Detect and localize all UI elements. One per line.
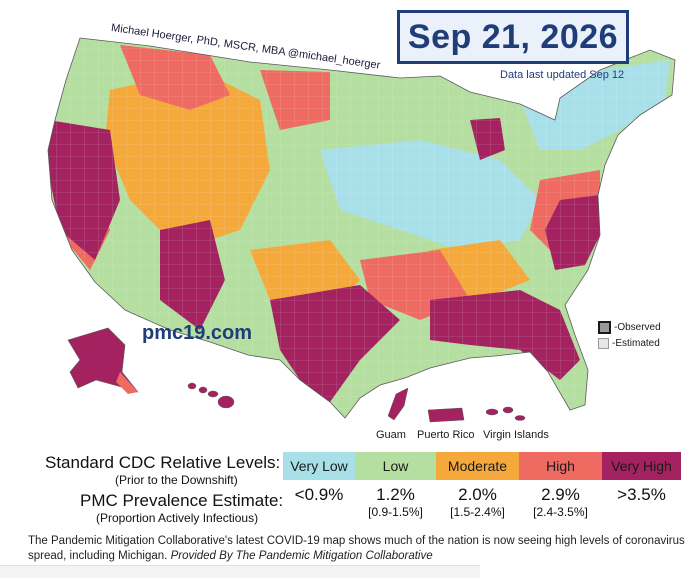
observed-swatch xyxy=(598,320,611,334)
level-very-low: Very Low xyxy=(283,452,355,480)
estimate-value: <0.9% xyxy=(294,485,344,504)
estimate-range: [2.4-3.5%] xyxy=(533,505,588,519)
estimate-value: 2.9% xyxy=(541,485,580,504)
estimate-value: 2.0% xyxy=(458,485,497,504)
pmc-estimate-title: PMC Prevalence Estimate: xyxy=(80,491,284,510)
horizontal-scrollbar[interactable] xyxy=(0,565,480,578)
us-outline xyxy=(47,37,676,419)
estimate-moderate: 2.0% [1.5-2.4%] xyxy=(436,485,519,521)
observed-estimated-legend: -Observed -Estimated xyxy=(598,319,661,351)
estimate-low: 1.2% [0.9-1.5%] xyxy=(355,485,436,521)
estimate-very-high: >3.5% xyxy=(602,485,681,521)
map-date: Sep 21, 2026 xyxy=(397,10,629,64)
puerto-rico-label: Puerto Rico xyxy=(417,429,475,441)
puerto-rico xyxy=(427,407,465,423)
estimated-swatch xyxy=(598,337,609,349)
virgin-islands xyxy=(485,406,526,421)
guam xyxy=(387,387,409,421)
caption-text: The Pandemic Mitigation Collaborative's … xyxy=(28,535,685,562)
contiguous-us xyxy=(48,38,675,418)
pmc-estimate-subtitle: (Proportion Actively Infectious) xyxy=(96,511,259,525)
estimate-value: 1.2% xyxy=(376,485,415,504)
level-high: High xyxy=(519,452,602,480)
estimate-value: >3.5% xyxy=(617,485,666,504)
us-county-map xyxy=(47,37,676,423)
prevalence-estimates: <0.9% 1.2% [0.9-1.5%] 2.0% [1.5-2.4%] 2.… xyxy=(283,485,681,521)
cdc-levels-subtitle: (Prior to the Downshift) xyxy=(115,473,238,487)
observed-label: -Observed xyxy=(614,321,661,333)
guam-label: Guam xyxy=(376,429,406,441)
caption-credit: Provided By The Pandemic Mitigation Coll… xyxy=(170,550,433,562)
virgin-islands-label: Virgin Islands xyxy=(483,429,549,441)
estimated-label: -Estimated xyxy=(612,337,660,349)
level-low: Low xyxy=(355,452,436,480)
estimate-high: 2.9% [2.4-3.5%] xyxy=(519,485,602,521)
estimated-legend-row: -Estimated xyxy=(598,335,661,351)
level-moderate: Moderate xyxy=(436,452,519,480)
pmc-watermark: pmc19.com xyxy=(142,322,253,344)
estimate-very-low: <0.9% xyxy=(283,485,355,521)
alaska-southeast xyxy=(116,372,138,394)
covid-map-figure: Michael Hoerger, PhD, MSCR, MBA @michael… xyxy=(45,10,681,525)
estimate-range: [1.5-2.4%] xyxy=(450,505,505,519)
estimate-range: [0.9-1.5%] xyxy=(368,505,423,519)
level-color-legend: Very Low Low Moderate High Very High xyxy=(283,452,681,480)
data-updated-note: Data last updated Sep 12 xyxy=(500,69,625,81)
cdc-levels-title: Standard CDC Relative Levels: xyxy=(45,453,281,472)
hawaii xyxy=(187,382,235,409)
figure-caption: The Pandemic Mitigation Collaborative's … xyxy=(28,534,693,564)
observed-legend-row: -Observed xyxy=(598,319,661,335)
level-very-high: Very High xyxy=(602,452,681,480)
